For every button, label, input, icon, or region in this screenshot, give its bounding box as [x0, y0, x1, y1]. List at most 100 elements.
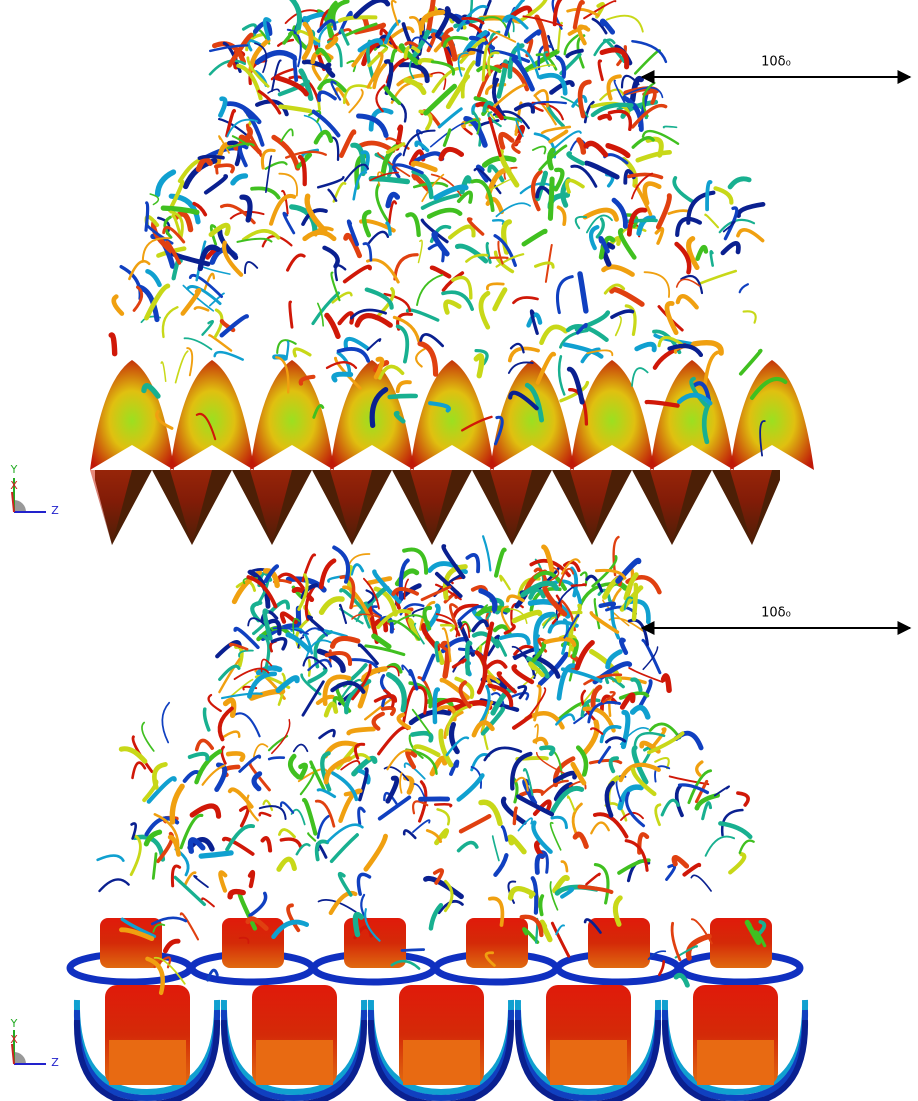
vortex	[423, 656, 433, 680]
vortex	[367, 590, 374, 602]
vortex	[450, 227, 473, 238]
vortex	[513, 142, 519, 153]
vortex	[483, 536, 490, 570]
block-face	[550, 1040, 627, 1085]
vortex	[376, 85, 384, 111]
vortex	[611, 758, 617, 771]
block-face	[256, 1040, 333, 1085]
vortex	[389, 675, 405, 710]
vortex	[357, 316, 390, 326]
vortex	[305, 232, 334, 238]
vortex	[575, 2, 583, 27]
vortex	[310, 669, 326, 682]
vortex	[645, 272, 670, 297]
figure: 10δ₀ 10δ₀ Y X Z Y X Z	[0, 0, 918, 1101]
vortex	[616, 317, 621, 336]
scale-label: 10δ₀	[761, 606, 791, 621]
vortex	[677, 786, 682, 815]
vortex	[459, 843, 477, 851]
vortex	[609, 698, 610, 716]
vortex	[121, 267, 140, 299]
vortex	[192, 806, 218, 816]
vortex	[703, 803, 711, 819]
vortex	[340, 874, 351, 895]
vortex	[326, 759, 349, 783]
vortex	[444, 130, 450, 145]
vortex	[635, 50, 659, 73]
vortex	[281, 839, 300, 846]
vortex	[304, 800, 315, 834]
vortex	[476, 356, 481, 376]
vortex	[269, 758, 284, 760]
vortex	[266, 156, 271, 192]
vortex	[699, 271, 736, 284]
vortex	[287, 342, 289, 360]
vortex	[569, 153, 583, 163]
vortex	[400, 773, 402, 793]
vortex	[601, 604, 614, 606]
tooth-canopy	[90, 360, 174, 470]
vortex	[318, 816, 329, 837]
vortex	[395, 255, 417, 279]
vortex	[327, 315, 338, 336]
vortex	[398, 382, 410, 391]
vortex	[352, 565, 363, 575]
vortex	[514, 808, 516, 823]
tooth-canopy	[170, 360, 254, 470]
vortex	[319, 92, 335, 100]
vortex	[446, 302, 460, 313]
vortex	[420, 344, 436, 375]
vortex	[467, 643, 470, 673]
vortex	[209, 695, 221, 711]
vortex	[111, 335, 115, 354]
vortex	[580, 274, 586, 311]
vortex	[568, 796, 575, 811]
vortex	[250, 872, 253, 886]
vortex	[559, 207, 565, 224]
vortex	[658, 196, 669, 227]
vortex	[190, 754, 208, 759]
vortex	[303, 682, 323, 715]
vortex	[599, 61, 602, 80]
vortex	[730, 179, 749, 187]
vortex	[332, 835, 358, 861]
block-face	[109, 1040, 186, 1085]
vortex	[503, 827, 507, 840]
vortex	[672, 923, 680, 960]
vortex	[240, 146, 246, 165]
vortex	[349, 729, 374, 733]
vortex	[609, 111, 630, 129]
vortex	[260, 813, 271, 816]
axis-triad: Y X Z	[10, 1017, 60, 1069]
vortex	[435, 804, 451, 806]
vortex	[707, 182, 710, 210]
vortex	[199, 265, 230, 274]
vortex	[148, 271, 160, 285]
vortex	[222, 747, 225, 763]
vortex	[411, 712, 449, 723]
vortex	[203, 321, 213, 335]
vortex	[467, 555, 478, 572]
vortex	[676, 975, 687, 985]
vortex	[550, 179, 552, 218]
vortex	[697, 762, 702, 775]
axis-label: Y	[10, 463, 18, 476]
vortex	[392, 51, 396, 61]
vortex	[485, 158, 514, 165]
vortex	[371, 179, 407, 182]
vortex	[318, 790, 334, 797]
vortex	[556, 925, 564, 934]
vortex	[368, 232, 388, 244]
vortex	[656, 805, 660, 825]
vortex	[667, 303, 676, 332]
vortex	[740, 841, 754, 853]
vortex	[633, 708, 648, 717]
vortex	[254, 774, 260, 789]
vortex	[181, 913, 198, 939]
vortex	[220, 99, 225, 116]
vortex	[279, 859, 295, 869]
vortex	[233, 176, 246, 183]
vortex	[541, 896, 543, 914]
vortex	[346, 339, 367, 348]
vortex	[416, 349, 425, 367]
